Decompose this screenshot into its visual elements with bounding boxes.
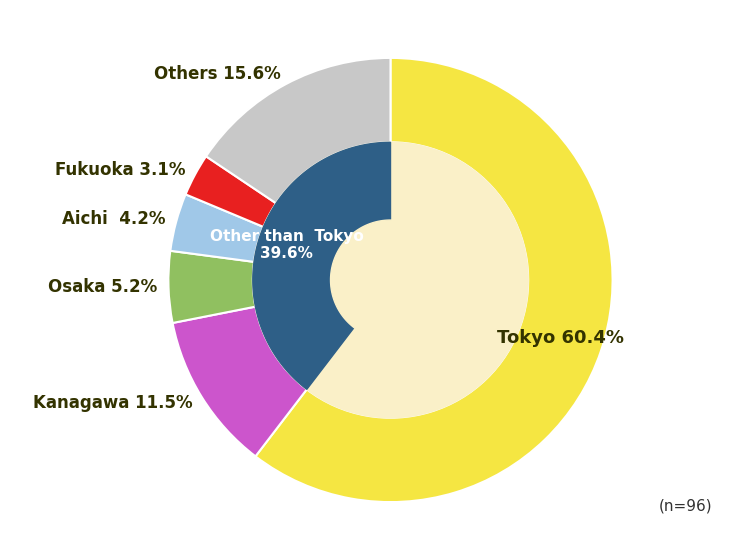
- Wedge shape: [256, 58, 613, 502]
- Text: Tokyo 60.4%: Tokyo 60.4%: [497, 329, 624, 347]
- Polygon shape: [253, 142, 528, 418]
- Polygon shape: [253, 142, 391, 389]
- Wedge shape: [172, 307, 307, 456]
- Wedge shape: [185, 156, 276, 227]
- Text: Fukuoka 3.1%: Fukuoka 3.1%: [55, 161, 185, 179]
- Text: Other than  Tokyo
39.6%: Other than Tokyo 39.6%: [209, 228, 363, 261]
- Polygon shape: [331, 220, 451, 340]
- Wedge shape: [206, 58, 391, 203]
- Wedge shape: [169, 251, 256, 323]
- Text: Others 15.6%: Others 15.6%: [154, 66, 280, 83]
- Text: Osaka 5.2%: Osaka 5.2%: [48, 278, 158, 296]
- Wedge shape: [170, 194, 263, 262]
- Text: Aichi  4.2%: Aichi 4.2%: [62, 210, 166, 228]
- Text: Kanagawa 11.5%: Kanagawa 11.5%: [33, 394, 193, 412]
- Text: (n=96): (n=96): [659, 498, 712, 513]
